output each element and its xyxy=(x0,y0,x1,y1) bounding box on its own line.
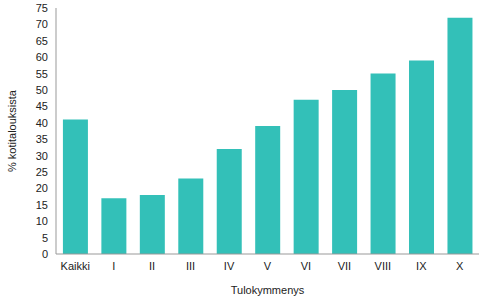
svg-text:V: V xyxy=(264,260,272,272)
svg-text:35: 35 xyxy=(36,133,48,145)
svg-text:IV: IV xyxy=(224,260,235,272)
svg-text:III: III xyxy=(186,260,195,272)
svg-text:45: 45 xyxy=(36,100,48,112)
svg-text:II: II xyxy=(149,260,155,272)
svg-text:10: 10 xyxy=(36,215,48,227)
svg-text:70: 70 xyxy=(36,18,48,30)
svg-text:25: 25 xyxy=(36,166,48,178)
svg-text:75: 75 xyxy=(36,2,48,14)
svg-text:Tulokymmenys: Tulokymmenys xyxy=(231,284,305,296)
svg-text:I: I xyxy=(112,260,115,272)
svg-text:5: 5 xyxy=(42,232,48,244)
svg-text:0: 0 xyxy=(42,248,48,260)
svg-text:Kaikki: Kaikki xyxy=(61,260,90,272)
svg-text:65: 65 xyxy=(36,35,48,47)
svg-text:55: 55 xyxy=(36,68,48,80)
svg-text:VII: VII xyxy=(338,260,351,272)
svg-text:40: 40 xyxy=(36,117,48,129)
svg-text:% kotitalouksista: % kotitalouksista xyxy=(8,89,18,172)
svg-text:30: 30 xyxy=(36,150,48,162)
svg-text:60: 60 xyxy=(36,51,48,63)
svg-text:IX: IX xyxy=(416,260,427,272)
svg-text:15: 15 xyxy=(36,199,48,211)
svg-text:VI: VI xyxy=(301,260,311,272)
svg-text:50: 50 xyxy=(36,84,48,96)
svg-text:VIII: VIII xyxy=(375,260,392,272)
svg-text:20: 20 xyxy=(36,182,48,194)
svg-text:X: X xyxy=(456,260,464,272)
